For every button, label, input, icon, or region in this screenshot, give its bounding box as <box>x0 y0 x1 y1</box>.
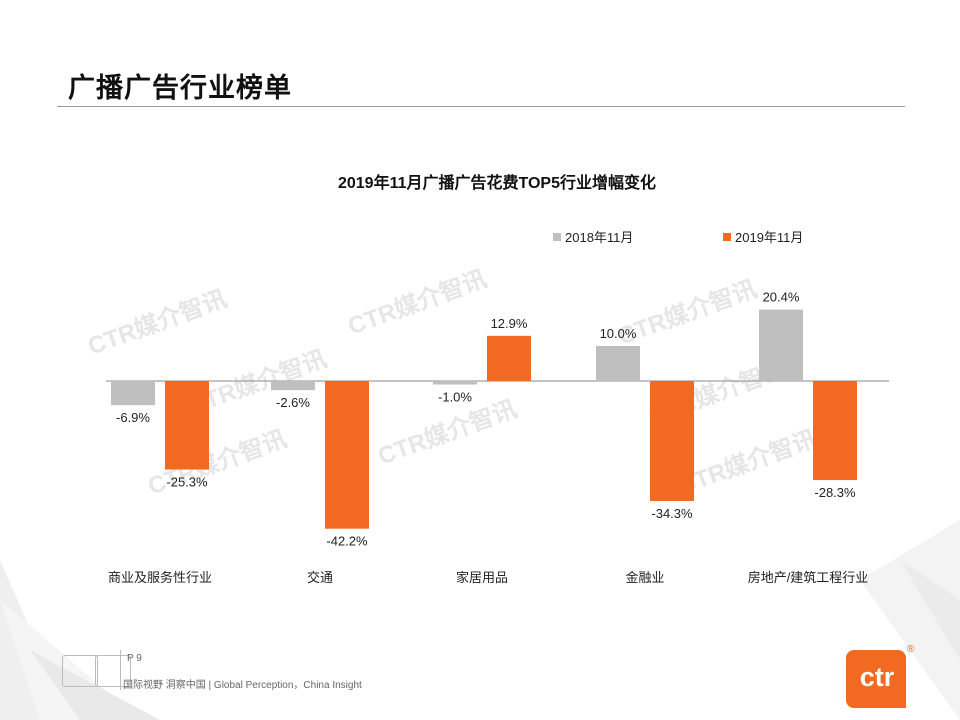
category-label: 商业及服务性行业 <box>108 570 212 585</box>
category-labels-layer: 商业及服务性行业 交通 家居用品 金融业 房地产/建筑工程行业 <box>108 570 868 585</box>
registered-mark: ® <box>907 644 915 655</box>
chart-title: 2019年11月广播广告花费TOP5行业增幅变化 <box>338 173 656 192</box>
bar-2018-1 <box>271 381 315 391</box>
data-label: -28.3% <box>814 485 856 500</box>
bar-2019-1 <box>325 381 369 529</box>
footer-slogan: 国际视野 洞察中国 | Global Perception，China Insi… <box>123 680 362 691</box>
category-label: 房地产/建筑工程行业 <box>748 570 869 585</box>
bar-2018-2 <box>433 381 477 385</box>
chart-legend: 2018年11月 2019年11月 <box>553 230 803 245</box>
legend-swatch-2018 <box>553 233 561 241</box>
category-label: 交通 <box>307 570 333 585</box>
bar-2018-0 <box>111 381 155 406</box>
bar-2019-2 <box>487 335 531 381</box>
bar-2019-0 <box>165 381 209 470</box>
data-label: -34.3% <box>651 506 693 521</box>
legend-label: 2018年11月 <box>565 230 633 245</box>
bar-2018-3 <box>596 346 640 381</box>
bar-2018-4 <box>759 309 803 381</box>
legend-swatch-2019 <box>723 233 731 241</box>
watermark-text: CTR媒介智讯 <box>674 424 820 500</box>
category-label: 家居用品 <box>456 570 508 585</box>
value-labels-layer: -6.9% -2.6% -1.0% 10.0% 20.4% -25.3% -42.2% 12.… <box>116 290 856 549</box>
certification-badge-ukas <box>95 655 131 687</box>
data-label: 10.0% <box>600 326 637 341</box>
watermark-text: CTR媒介智讯 <box>84 284 230 360</box>
watermark-text: CTR媒介智讯 <box>374 394 520 470</box>
page-number: P 9 <box>127 653 142 664</box>
certification-badge-sgs <box>62 655 98 687</box>
title-divider <box>57 106 905 107</box>
data-label: -42.2% <box>326 534 368 549</box>
bar-2019-4 <box>813 381 857 481</box>
ctr-logo <box>846 650 906 708</box>
logo-text: ctr <box>859 662 895 692</box>
page-title: 广播广告行业榜单 <box>68 73 292 103</box>
category-label: 金融业 <box>625 570 664 585</box>
data-label: -2.6% <box>276 395 310 410</box>
bars-layer <box>111 309 857 529</box>
data-label: -6.9% <box>116 410 150 425</box>
data-label: 20.4% <box>763 290 800 305</box>
data-label: -1.0% <box>438 390 472 405</box>
data-label: 12.9% <box>491 316 528 331</box>
data-label: -25.3% <box>166 475 208 490</box>
legend-label: 2019年11月 <box>735 230 803 245</box>
bar-2019-3 <box>650 381 694 502</box>
watermark-text: CTR媒介智讯 <box>344 264 490 340</box>
footer-divider <box>120 650 121 690</box>
